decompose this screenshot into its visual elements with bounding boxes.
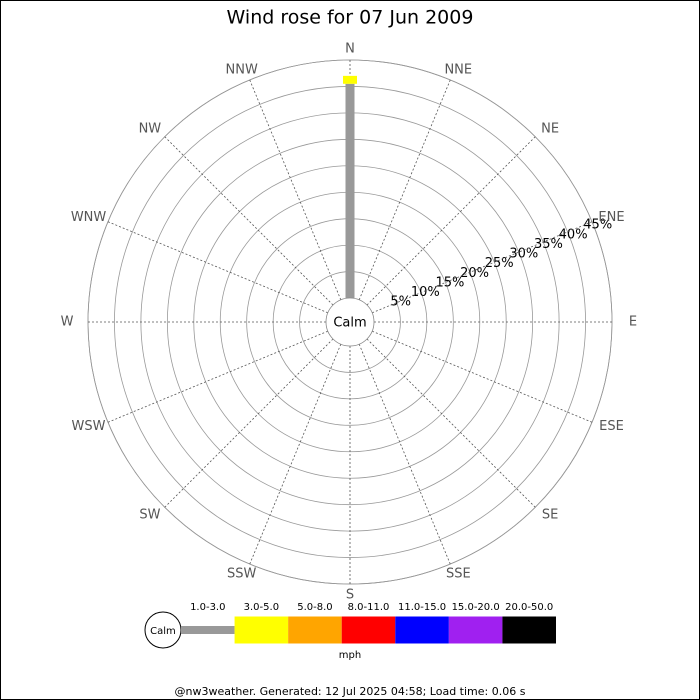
legend-label: 11.0-15.0 <box>398 602 446 613</box>
direction-label: SW <box>139 508 160 523</box>
calm-label: Calm <box>333 316 366 331</box>
legend-label: 5.0-8.0 <box>297 602 332 613</box>
bar-segment <box>343 75 357 84</box>
legend-label: 15.0-20.0 <box>452 602 500 613</box>
legend-swatch <box>181 626 235 634</box>
r-tick-label: 40% <box>559 227 588 242</box>
direction-label: NNE <box>444 62 472 77</box>
legend-swatch <box>448 616 503 644</box>
direction-label: E <box>629 315 637 330</box>
direction-label: NNW <box>226 62 258 77</box>
legend-label: 1.0-3.0 <box>190 602 225 613</box>
direction-label: NE <box>541 121 559 136</box>
footer: @nw3weather. Generated: 12 Jul 2025 04:5… <box>175 685 526 698</box>
legend-swatch <box>395 616 449 644</box>
direction-label: WNW <box>71 210 107 225</box>
legend-label: 20.0-50.0 <box>505 602 553 613</box>
r-tick-label: 25% <box>485 256 514 271</box>
direction-label: N <box>345 42 355 57</box>
direction-label: ESE <box>599 419 624 434</box>
direction-label: SSE <box>446 567 471 582</box>
r-tick-label: 45% <box>583 218 612 233</box>
direction-label: SE <box>542 508 558 523</box>
legend-swatch <box>502 616 556 644</box>
r-tick-label: 15% <box>436 275 465 290</box>
direction-label: W <box>61 315 74 330</box>
bar-segment <box>345 83 355 298</box>
chart-title: Wind rose for 07 Jun 2009 <box>227 7 474 29</box>
direction-label: NW <box>139 121 162 136</box>
r-tick-label: 35% <box>534 237 563 252</box>
legend-swatch <box>288 616 342 644</box>
r-tick-label: 10% <box>411 285 440 300</box>
direction-label: S <box>346 588 354 603</box>
legend-label: 8.0-11.0 <box>348 602 390 613</box>
r-tick-label: 30% <box>509 247 538 262</box>
r-tick-label: 5% <box>390 295 411 310</box>
units-label: mph <box>339 650 361 661</box>
calm-circle <box>325 297 375 347</box>
legend-label: 3.0-5.0 <box>244 602 279 613</box>
legend-calm-label: Calm <box>150 626 176 637</box>
r-tick-label: 20% <box>460 266 489 281</box>
legend-swatch <box>234 616 289 644</box>
direction-label: ENE <box>598 210 624 225</box>
legend-swatch <box>341 616 396 644</box>
direction-label: WSW <box>72 419 106 434</box>
direction-label: SSW <box>227 567 257 582</box>
